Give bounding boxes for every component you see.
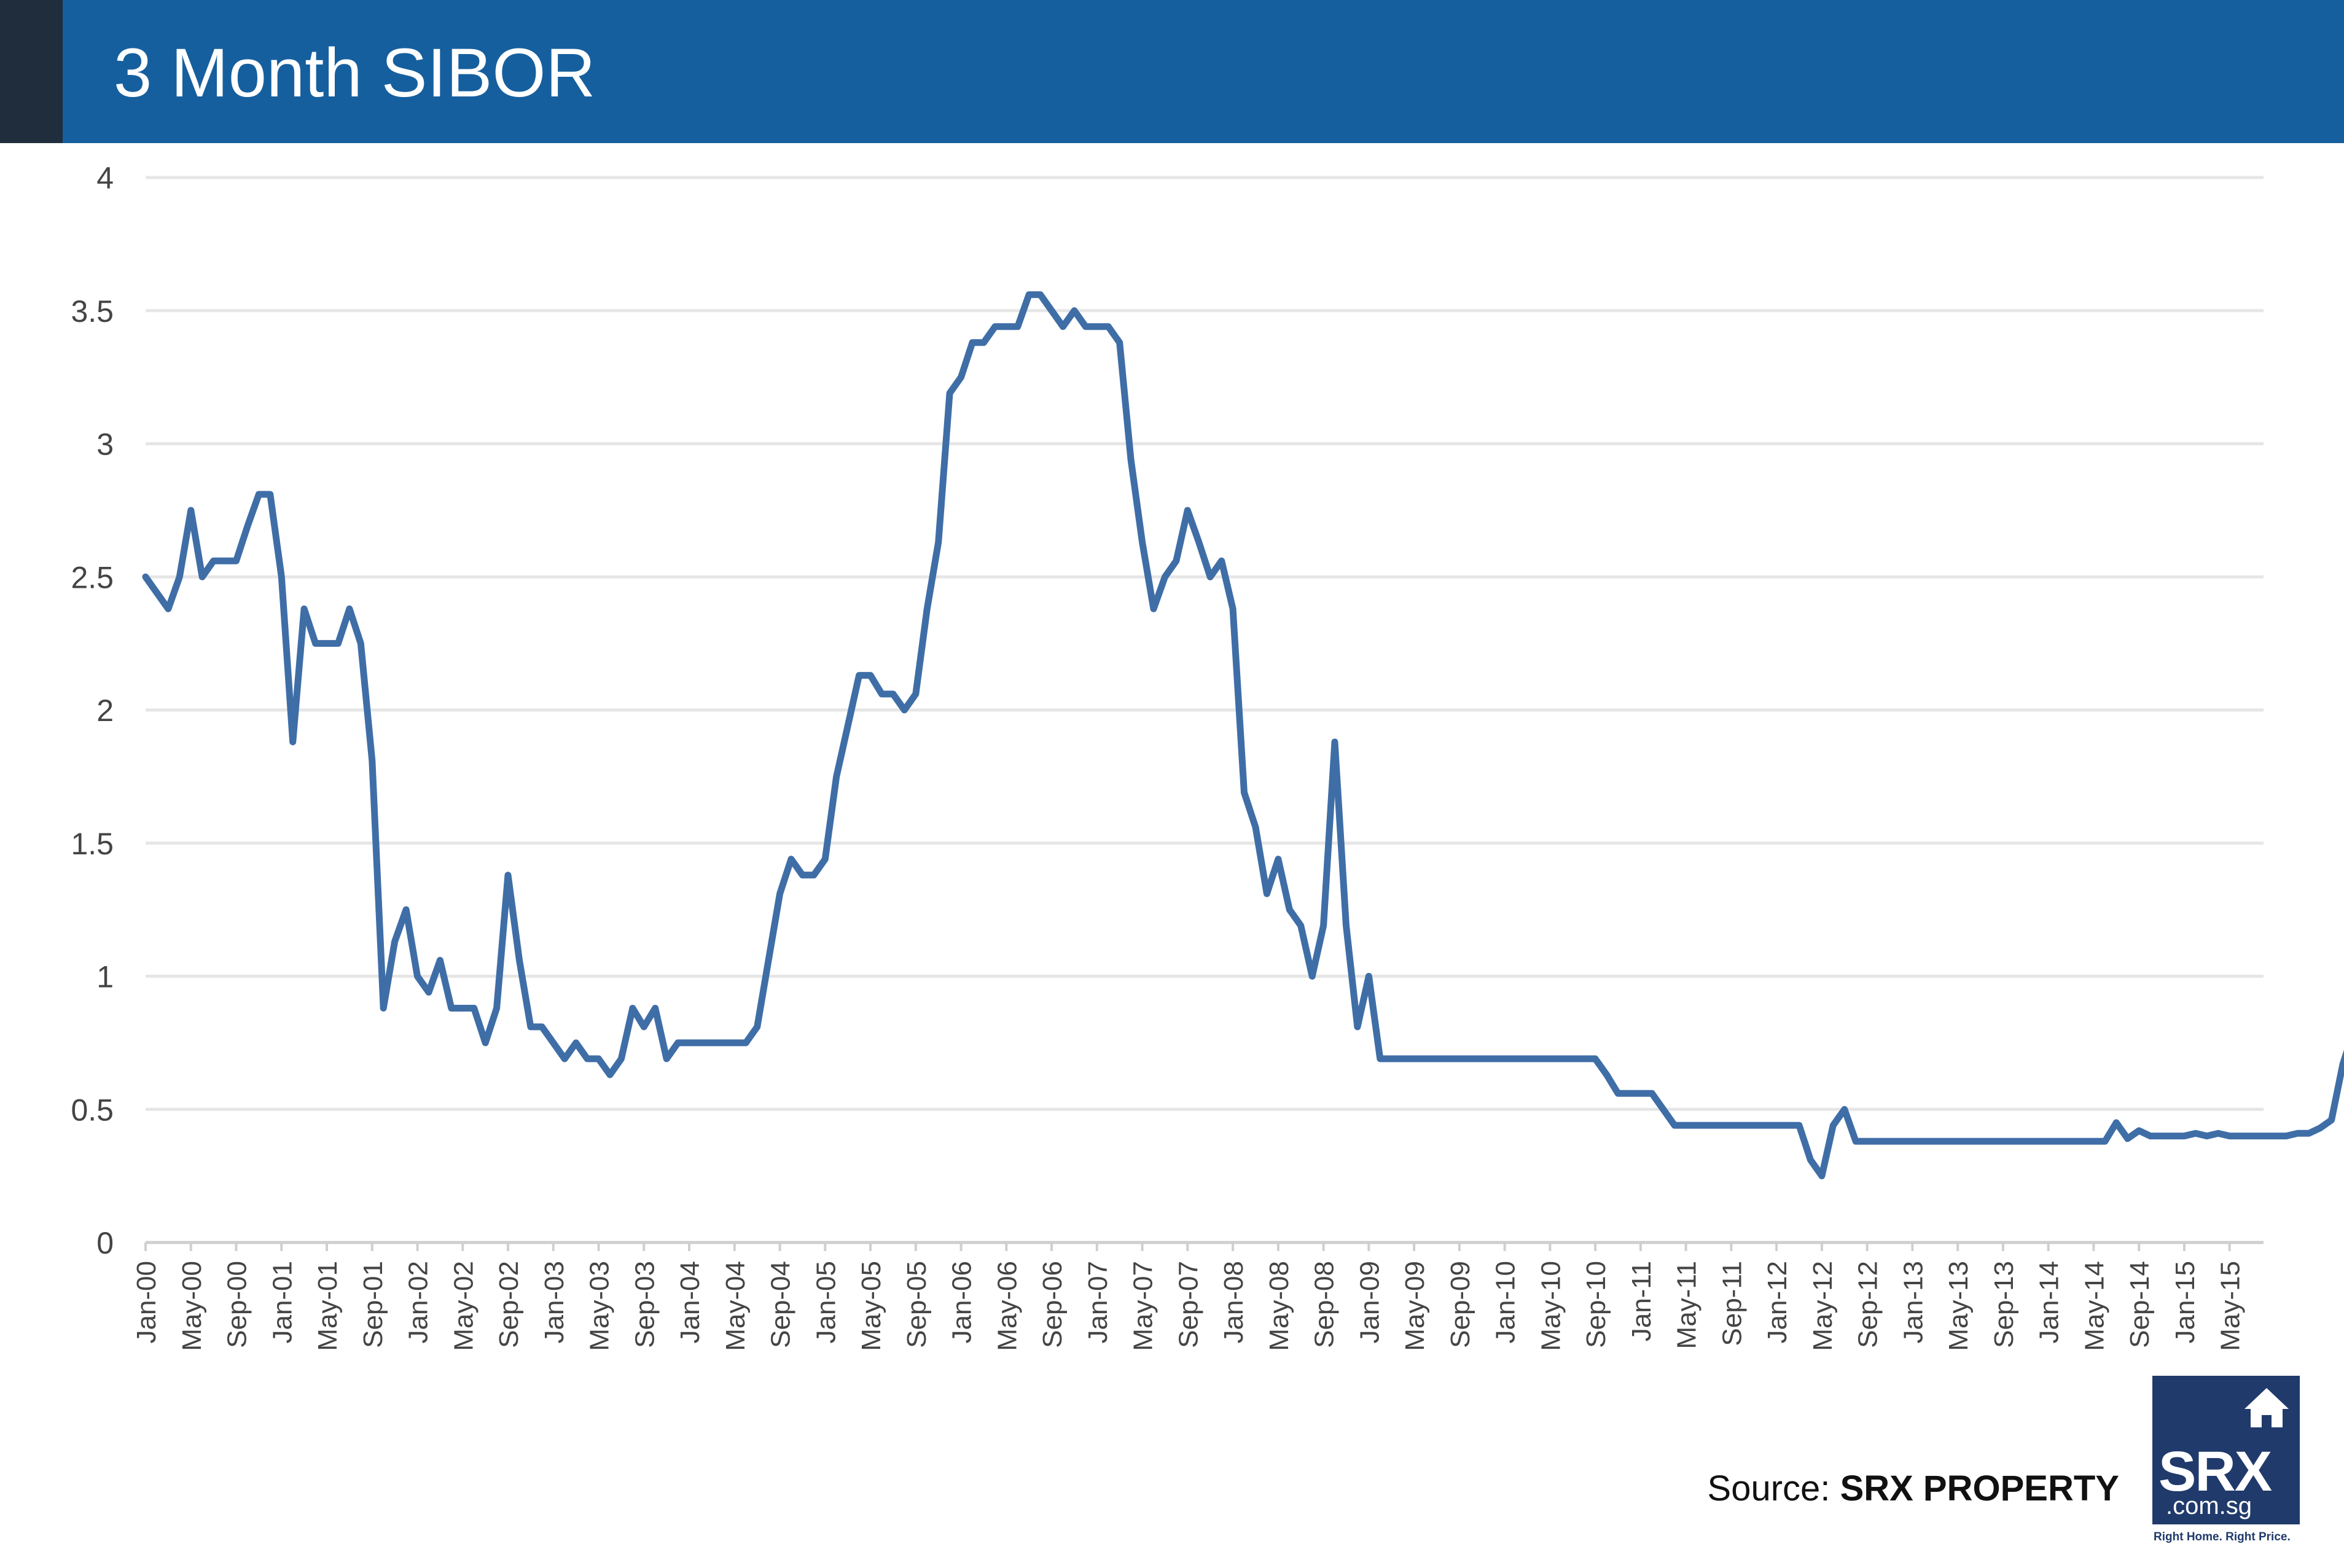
x-tick-label: May-15 <box>2216 1261 2246 1351</box>
x-tick-label: Sep-06 <box>1037 1261 1068 1348</box>
y-tick-label: 0.5 <box>71 1093 114 1127</box>
x-tick-label: Sep-02 <box>494 1261 524 1348</box>
x-tick-label: May-09 <box>1400 1261 1430 1351</box>
x-tick-label: Jan-11 <box>1627 1261 1657 1341</box>
x-tick-label: May-13 <box>1944 1261 1974 1351</box>
source-name: SRX PROPERTY <box>1840 1469 2119 1508</box>
x-tick-label: May-01 <box>313 1261 343 1351</box>
logo-domain: .com.sg <box>2166 1492 2252 1519</box>
x-tick-label: Jan-07 <box>1083 1261 1113 1344</box>
x-tick-label: May-02 <box>448 1261 479 1351</box>
logo-brand: SRX <box>2158 1440 2272 1503</box>
y-tick-label: 3 <box>96 427 114 462</box>
gridlines <box>146 176 2264 1244</box>
x-tick-label: Sep-13 <box>1989 1261 2019 1348</box>
y-tick-label: 2 <box>96 693 114 728</box>
x-tick-label: May-07 <box>1128 1261 1158 1351</box>
x-tick-label: May-06 <box>992 1261 1022 1351</box>
header-accent-block <box>0 0 63 143</box>
x-tick-label: Sep-10 <box>1581 1261 1611 1348</box>
source-label: Source: <box>1707 1469 1830 1508</box>
header-bar: 3 Month SIBOR <box>0 0 2344 143</box>
x-tick-label: May-11 <box>1672 1261 1702 1349</box>
x-tick-label: Jan-00 <box>131 1261 162 1344</box>
x-tick-label: Sep-05 <box>902 1261 932 1348</box>
x-tick-label: Sep-07 <box>1173 1261 1203 1348</box>
x-tick-label: Sep-08 <box>1310 1261 1340 1348</box>
x-tick-label: Sep-11 <box>1717 1261 1747 1346</box>
x-tick-label: May-04 <box>721 1261 751 1351</box>
x-tick-label: Jan-04 <box>675 1261 705 1344</box>
srx-logo[interactable]: SRX .com.sg <box>2152 1376 2300 1524</box>
x-tick-label: Jan-13 <box>1898 1261 1928 1344</box>
y-tick-label: 1.5 <box>71 827 114 861</box>
x-tick-label: Sep-00 <box>222 1261 252 1348</box>
x-tick-label: Jan-01 <box>267 1261 297 1344</box>
x-tick-label: Sep-12 <box>1853 1261 1883 1348</box>
x-tick-label: May-00 <box>177 1261 207 1351</box>
x-tick-label: Jan-10 <box>1491 1261 1521 1344</box>
page-title: 3 Month SIBOR <box>114 34 596 111</box>
x-tick-label: Jan-06 <box>947 1261 977 1344</box>
y-tick-label: 4 <box>96 161 114 195</box>
x-tick-label: Sep-03 <box>630 1261 660 1348</box>
y-tick-label: 0 <box>96 1226 114 1260</box>
series-layer <box>142 291 2344 1180</box>
x-tick-label: Jan-05 <box>811 1261 841 1344</box>
source-credit: Source: SRX PROPERTY <box>1708 1468 2119 1509</box>
x-tick-label: May-03 <box>585 1261 615 1351</box>
sibor-line-chart: 00.511.522.533.54 Jan-00 May-00 Sep-00 Jan-… <box>71 161 2344 1351</box>
x-tick-label: Jan-02 <box>404 1261 434 1344</box>
x-tick-label: Jan-08 <box>1219 1261 1249 1344</box>
x-tick-label: Jan-14 <box>2034 1261 2065 1344</box>
x-tick-label: Sep-04 <box>766 1261 796 1348</box>
x-tick-label: Sep-01 <box>358 1261 388 1348</box>
y-tick-label: 3.5 <box>71 294 114 329</box>
x-tick-label: May-05 <box>856 1261 886 1351</box>
x-tick-label: May-10 <box>1536 1261 1566 1351</box>
x-tick-label: Sep-09 <box>1445 1261 1475 1348</box>
series-line <box>142 291 2344 1180</box>
logo-tagline: Right Home. Right Price. <box>2154 1531 2291 1543</box>
y-tick-label: 1 <box>96 960 114 994</box>
house-icon <box>2244 1388 2289 1427</box>
x-tick-label: Sep-14 <box>2125 1261 2155 1348</box>
x-tick-label: Jan-12 <box>1762 1261 1792 1344</box>
x-tick-label: May-12 <box>1808 1261 1838 1351</box>
x-tick-label: May-14 <box>2079 1261 2109 1351</box>
x-tick-label: Jan-03 <box>539 1261 569 1344</box>
x-tick-label: Jan-15 <box>2170 1261 2200 1344</box>
y-tick-label: 2.5 <box>71 560 114 595</box>
x-axis-ticks: Jan-00 May-00 Sep-00 Jan-01 May-01 Sep-01 Jan-… <box>131 1242 2246 1351</box>
x-tick-label: May-08 <box>1264 1261 1294 1351</box>
x-tick-label: Jan-09 <box>1354 1261 1385 1344</box>
y-axis-ticks: 0 0.5 1 1.5 2 2.5 3 3.5 4 <box>71 161 114 1260</box>
